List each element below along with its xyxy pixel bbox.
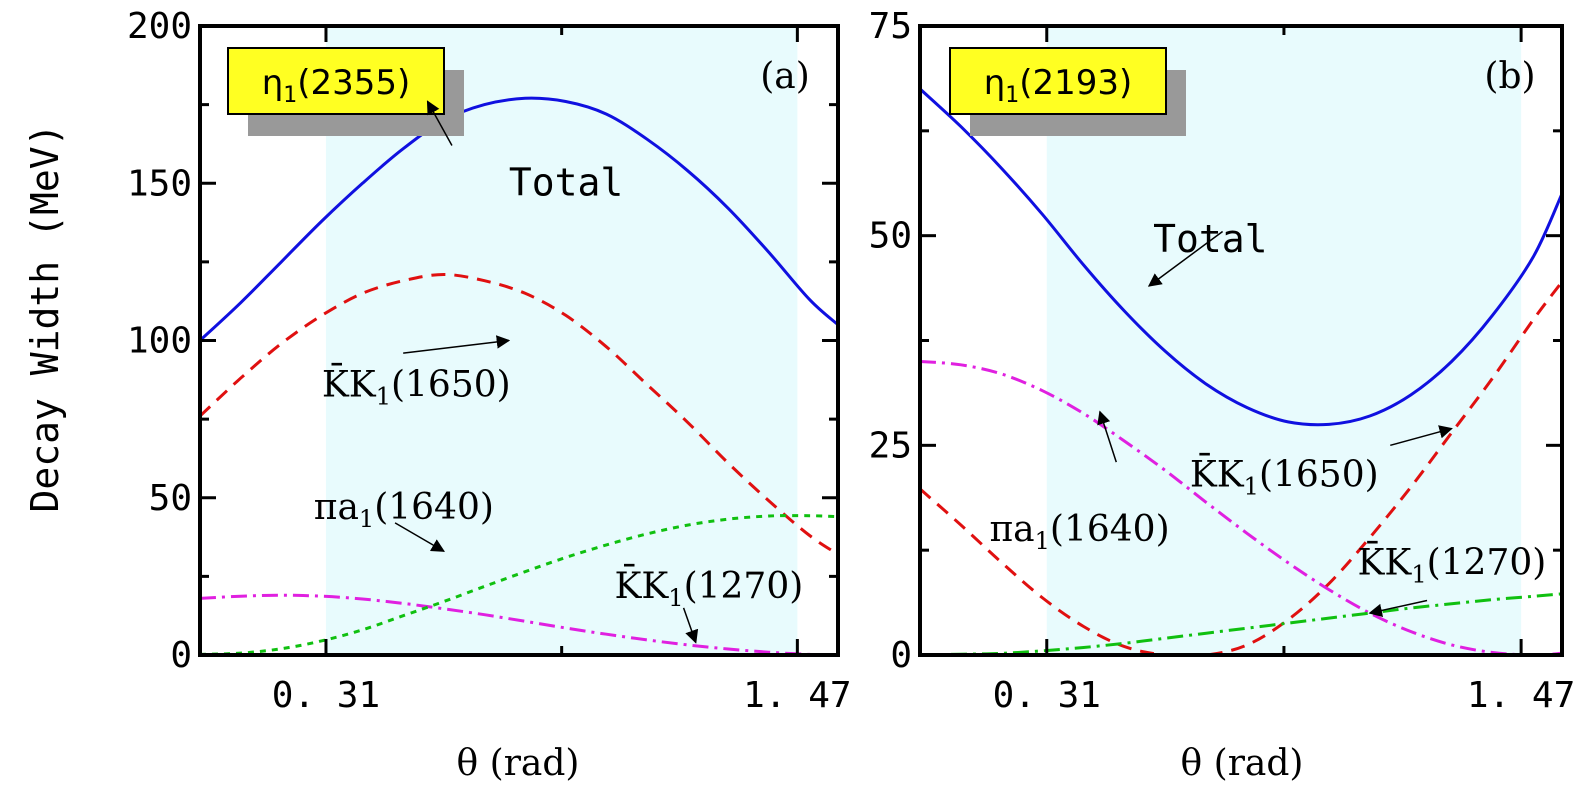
y-tick-label-a: 200: [127, 6, 192, 47]
annotation-arrow-a-2: [394, 522, 445, 552]
series-line-b-0: [920, 87, 1562, 427]
y-axis-title: Decay Width (MeV): [23, 124, 67, 513]
series-line-a-3: [200, 514, 838, 655]
badge-label-b: η1(2193): [984, 63, 1133, 108]
panel-b-chart: 0 25 50 75 0. 31 1. 47 η1(2193) (b) Total K̄K1(16…: [869, 6, 1576, 716]
x-axis-title-a: θ (rad): [457, 743, 580, 784]
x-axis-title-b: θ (rad): [1181, 743, 1304, 784]
annotation-label-a-2: πa1(1640): [314, 487, 494, 533]
annotation-label-a-3: K̄K1(1270): [614, 564, 803, 612]
y-tick-label-a: 150: [127, 163, 192, 204]
x-tick-label-b: 1. 47: [1467, 675, 1575, 716]
y-tick-label-b: 0: [890, 635, 912, 676]
y-tick-label-b: 25: [869, 425, 912, 466]
annotation-label-b-3: K̄K1(1270): [1358, 541, 1547, 589]
annotation-arrow-b-3: [1368, 599, 1428, 618]
series-line-a-1: [200, 272, 838, 556]
y-tick-label-b: 50: [869, 216, 912, 257]
series-line-b-2: [920, 360, 1562, 655]
annotation-arrow-a-3: [682, 607, 699, 644]
panel-tag-a: (a): [760, 56, 810, 97]
annotation-label-a-1: K̄K1(1650): [322, 363, 511, 411]
x-tick-label-a: 1. 47: [743, 675, 851, 716]
series-line-a-0: [200, 96, 838, 342]
annotation-arrow-b-2: [1097, 410, 1117, 463]
annotation-arrow-b-0: [1147, 230, 1224, 287]
annotation-arrow-a-0: [426, 100, 453, 146]
annotation-arrow-b-1: [1390, 425, 1453, 447]
y-tick-label-a: 100: [127, 321, 192, 362]
x-tick-label-a: 0. 31: [272, 675, 380, 716]
badge-box-b: [949, 47, 1167, 115]
y-tick-label-a: 0: [170, 635, 192, 676]
annotation-arrow-a-1: [403, 335, 511, 354]
annotation-label-a-0: Total: [509, 160, 623, 204]
annotation-label-b-0: Total: [1153, 217, 1267, 261]
annotation-label-b-2: πa1(1640): [990, 509, 1170, 555]
badge-label-a: η1(2355): [262, 63, 411, 108]
annotation-label-b-1: K̄K1(1650): [1190, 453, 1379, 501]
y-tick-label-a: 50: [149, 478, 192, 519]
badge-box-a: [227, 47, 445, 115]
y-tick-label-b: 75: [869, 6, 912, 47]
x-tick-label-b: 0. 31: [993, 675, 1101, 716]
panel-a-chart: 0 50 100 150 200 0. 31 1. 47 η1(2355) (a) Total K̄…: [127, 6, 852, 716]
panel-tag-b: (b): [1484, 56, 1535, 97]
